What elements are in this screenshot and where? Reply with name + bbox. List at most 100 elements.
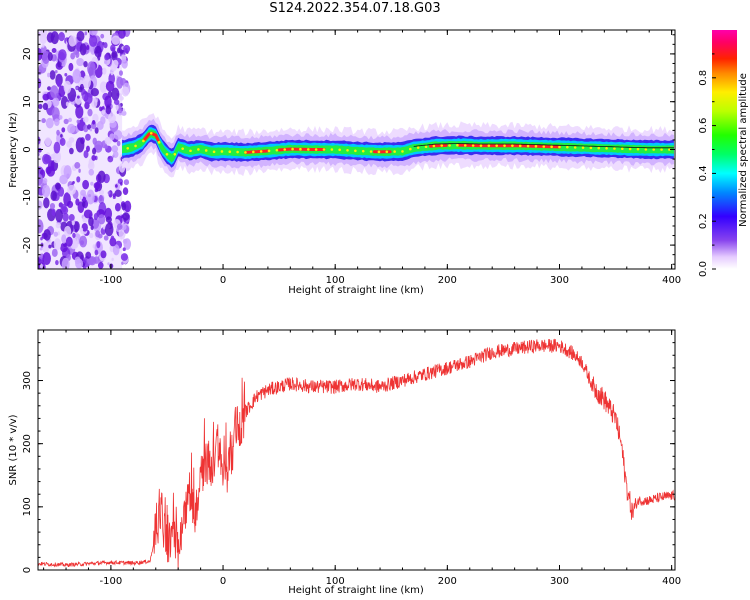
noise-speck	[88, 34, 98, 47]
noise-speck	[116, 140, 121, 147]
noise-speck	[115, 184, 118, 188]
noise-speck	[76, 57, 85, 67]
noise-speck	[63, 118, 69, 125]
noise-speck	[55, 222, 61, 229]
ridge-peak	[259, 150, 263, 153]
noise-speck	[39, 263, 43, 269]
noise-speck	[91, 97, 98, 108]
ridge-peak	[668, 148, 671, 151]
ridge-peak	[228, 150, 232, 153]
noise-speck	[65, 192, 69, 198]
ridge-peak	[283, 148, 287, 151]
noise-speck	[87, 61, 96, 76]
noise-speck	[50, 190, 57, 201]
ridge-peak	[275, 148, 279, 152]
noise-speck	[61, 127, 66, 133]
noise-speck	[56, 129, 60, 136]
ridge-guide-line	[413, 143, 674, 149]
noise-speck	[71, 220, 75, 226]
noise-speck	[38, 173, 43, 186]
noise-speck	[58, 32, 65, 42]
ridge-peak	[299, 147, 302, 151]
noise-speck	[118, 70, 123, 76]
noise-speck	[85, 145, 90, 152]
noise-speck	[72, 180, 75, 185]
ridge-peak	[636, 147, 640, 151]
ridge-peak	[134, 144, 137, 148]
noise-speck	[100, 33, 105, 39]
ridge-peak	[385, 150, 389, 154]
ridge-peak	[566, 145, 569, 149]
ridge-peak	[361, 149, 365, 153]
noise-speck	[46, 166, 56, 177]
noise-speck	[61, 257, 70, 269]
ridge-peak	[581, 146, 585, 149]
noise-speck	[91, 154, 96, 161]
ridge-peak	[660, 148, 663, 151]
noise-speck	[101, 109, 105, 115]
spectral-ridge	[122, 113, 674, 178]
ridge-peak	[628, 147, 632, 151]
noise-speck	[118, 30, 126, 39]
noise-speck	[42, 242, 50, 254]
noise-speck	[124, 48, 128, 53]
panel1-y-tick-label: 20	[22, 48, 33, 61]
noise-speck	[82, 201, 86, 208]
noise-speck	[88, 256, 97, 266]
noise-speck	[45, 117, 54, 129]
noise-speck	[38, 200, 43, 210]
ridge-peak	[511, 144, 514, 147]
noise-speck	[55, 208, 64, 223]
panel2-y-tick-label: 200	[22, 434, 33, 453]
colorbar-tick-label: 0.2	[698, 213, 709, 229]
noise-speck	[109, 133, 115, 141]
noise-speck	[75, 50, 80, 59]
noise-speck	[89, 232, 94, 239]
ridge-peak	[220, 150, 224, 153]
colorbar-tick-label: 0.4	[698, 165, 709, 181]
noise-speck	[47, 52, 53, 62]
noise-speck	[92, 147, 97, 155]
noise-speck	[85, 133, 91, 141]
panel1-x-tick-label: 400	[662, 275, 681, 286]
noise-speck	[57, 60, 62, 68]
ridge-peak	[142, 139, 145, 143]
ridge-peak	[314, 148, 318, 151]
noise-speck	[50, 153, 56, 160]
noise-speck	[42, 93, 50, 101]
noise-speck	[70, 52, 76, 60]
noise-speck	[64, 225, 72, 237]
noise-speck	[72, 69, 82, 84]
ridge-peak	[181, 147, 184, 150]
noise-speck	[43, 229, 51, 241]
noise-speck	[118, 107, 123, 114]
ridge-peak	[252, 150, 255, 154]
panel2-x-tick-label: 100	[326, 576, 345, 587]
ridge-peak	[534, 144, 538, 148]
noise-speck	[121, 202, 127, 211]
noise-speck	[75, 86, 79, 90]
ridge-peak	[550, 145, 553, 149]
noise-speck	[98, 195, 105, 205]
noise-speck	[64, 72, 68, 77]
noise-speck	[84, 92, 93, 105]
noise-speck	[121, 59, 128, 69]
noise-speck	[63, 80, 72, 94]
noise-speck	[60, 134, 63, 138]
noise-speck	[100, 116, 106, 125]
noise-speck	[52, 97, 60, 107]
noise-speck	[54, 182, 61, 190]
noise-speck	[122, 187, 129, 196]
noise-speck	[90, 181, 94, 186]
chart-title: S124.2022.354.07.18.G03	[269, 1, 441, 16]
noise-speck	[42, 102, 49, 111]
noise-speck	[112, 244, 120, 256]
panel2-x-axis-label: Height of straight line (km)	[288, 585, 424, 596]
noise-speck	[114, 189, 122, 197]
panel2-y-tick-label: 300	[22, 371, 33, 390]
noise-speck	[39, 247, 43, 251]
noise-speck	[49, 202, 56, 210]
noise-speck	[112, 150, 119, 158]
noise-speck	[44, 137, 52, 147]
noise-speck	[58, 186, 65, 197]
